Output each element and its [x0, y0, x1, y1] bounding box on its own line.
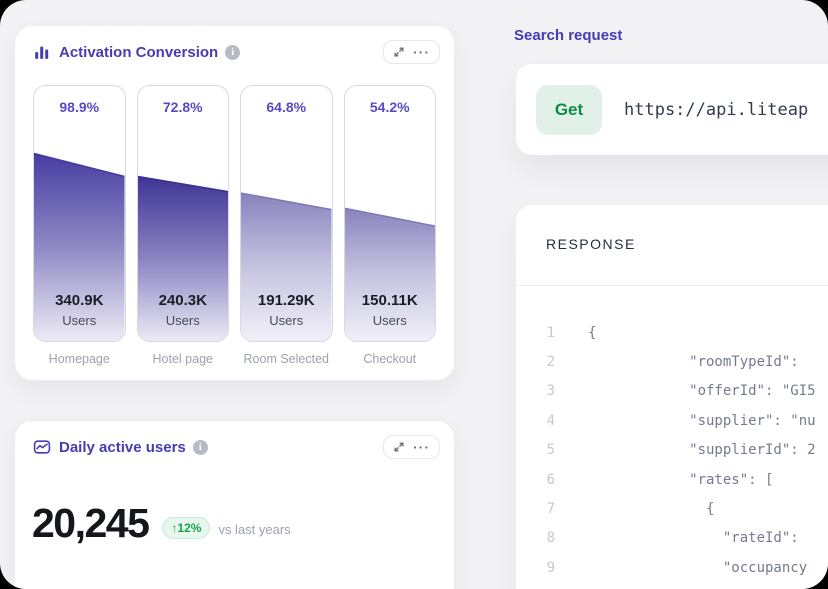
expand-button[interactable] [393, 46, 405, 58]
stage-percent: 64.8% [266, 99, 307, 115]
code-line-number: 2 [546, 354, 555, 371]
response-code-block: 1 { 2 "roomTypeId": 3 "offerId": "GI5 4 … [516, 286, 828, 583]
code-line: 8 "rateId": [541, 524, 828, 553]
code-line: 6 "rates": [ [541, 465, 828, 494]
get-method-button[interactable]: Get [536, 84, 602, 135]
info-icon[interactable]: i [225, 44, 241, 60]
code-line: 9 "occupancy [541, 553, 828, 582]
stage-users-value: 340.9K [55, 292, 104, 309]
stage-stats: 150.11K Users [345, 292, 436, 328]
funnel-stage-homepage: 98.9% 340.9K Users [33, 85, 126, 342]
code-line-number: 4 [546, 412, 555, 429]
stage-stats: 191.29K Users [241, 292, 332, 328]
code-line-number: 5 [546, 442, 555, 459]
activation-card-header: Activation Conversion i ··· [15, 26, 454, 64]
funnel-stage-hotel-page: 72.8% 240.3K Users [136, 85, 229, 342]
code-line-number: 8 [546, 530, 555, 547]
stage-label-hotel-page: Hotel page [152, 352, 213, 366]
dau-delta-note: vs last years [218, 522, 291, 537]
code-line-text: "rates": [ [588, 471, 774, 488]
dau-value: 20,245 [32, 500, 150, 546]
stage-stats: 240.3K Users [138, 292, 229, 328]
code-line: 7 { [541, 494, 828, 523]
dau-card-title: Daily active users [59, 438, 186, 456]
bar-chart-icon [35, 46, 49, 59]
code-line-text: { [588, 501, 715, 518]
funnel-stage-checkout: 54.2% 150.11K Users [343, 85, 436, 342]
funnel-chart: 98.9% 340.9K Users 72.8% 240.3K Users 64… [33, 85, 436, 342]
activation-conversion-card: Activation Conversion i ··· 98.9% 340.9K… [14, 25, 455, 381]
dau-card-header: Daily active users i ··· [15, 421, 454, 459]
code-line-text: "supplierId": 2 [588, 442, 816, 459]
response-card: RESPONSE 1 { 2 "roomTypeId": 3 "offerId"… [516, 205, 828, 589]
code-line-number: 7 [546, 501, 555, 518]
dau-delta-badge: ↑12% [162, 517, 211, 539]
request-bar: Get https://api.liteap [516, 64, 828, 155]
funnel-fill [34, 86, 125, 341]
stage-percent: 98.9% [59, 99, 100, 115]
code-line-number: 6 [546, 471, 555, 488]
code-line: 4 "supplier": "nu [541, 406, 828, 435]
funnel-stage-labels: Homepage Hotel page Room Selected Checko… [33, 352, 436, 366]
stage-users-value: 150.11K [361, 292, 418, 309]
code-line-text: "supplier": "nu [588, 412, 816, 429]
code-line: 5 "supplierId": 2 [541, 436, 828, 465]
daily-active-users-card: Daily active users i ··· 20,245 ↑12% vs … [14, 420, 455, 589]
stage-label-homepage: Homepage [48, 352, 110, 366]
info-icon[interactable]: i [192, 439, 208, 455]
code-line: 1 { [541, 318, 828, 347]
code-line: 2 "roomTypeId": [541, 347, 828, 376]
expand-button[interactable] [393, 441, 405, 453]
funnel-fill [137, 86, 228, 341]
divider [516, 285, 828, 286]
stage-label-room-selected: Room Selected [243, 352, 329, 366]
code-line-number: 1 [546, 324, 555, 341]
search-request-label: Search request [514, 27, 623, 44]
dau-metric-row: 20,245 ↑12% vs last years [32, 503, 291, 544]
code-line-number: 9 [546, 559, 555, 576]
stage-users-value: 191.29K [257, 292, 315, 309]
code-line-text: "offerId": "GI5 [588, 383, 816, 400]
more-options-button[interactable]: ··· [413, 44, 430, 60]
request-bar-card: Get https://api.liteap [516, 64, 828, 155]
funnel-fill [241, 86, 332, 341]
stage-users-value: 240.3K [158, 292, 207, 309]
stage-stats: 340.9K Users [34, 292, 125, 328]
card-action-group: ··· [383, 40, 440, 64]
more-options-button[interactable]: ··· [413, 439, 430, 455]
activation-card-title: Activation Conversion [59, 43, 219, 61]
stage-percent: 72.8% [162, 99, 203, 115]
code-line: 3 "offerId": "GI5 [541, 377, 828, 406]
request-url: https://api.liteap [624, 99, 809, 120]
stage-users-unit: Users [165, 313, 200, 328]
funnel-fill [344, 86, 435, 341]
response-title: RESPONSE [546, 236, 636, 252]
funnel-stage-room-selected: 64.8% 191.29K Users [240, 85, 333, 342]
code-line-number: 3 [546, 383, 555, 400]
expand-icon [394, 47, 404, 57]
stage-percent: 54.2% [369, 99, 410, 115]
stage-users-unit: Users [62, 313, 97, 328]
stage-users-unit: Users [269, 313, 304, 328]
code-line-text: { [588, 324, 597, 341]
code-line-text: "roomTypeId": [588, 354, 808, 371]
stage-label-checkout: Checkout [363, 352, 417, 366]
area-chart-icon [33, 440, 51, 454]
code-line-text: "rateId": [588, 530, 808, 547]
card-action-group: ··· [383, 435, 440, 459]
expand-icon [394, 442, 404, 452]
stage-users-unit: Users [372, 313, 407, 328]
code-line-text: "occupancy [588, 559, 808, 576]
